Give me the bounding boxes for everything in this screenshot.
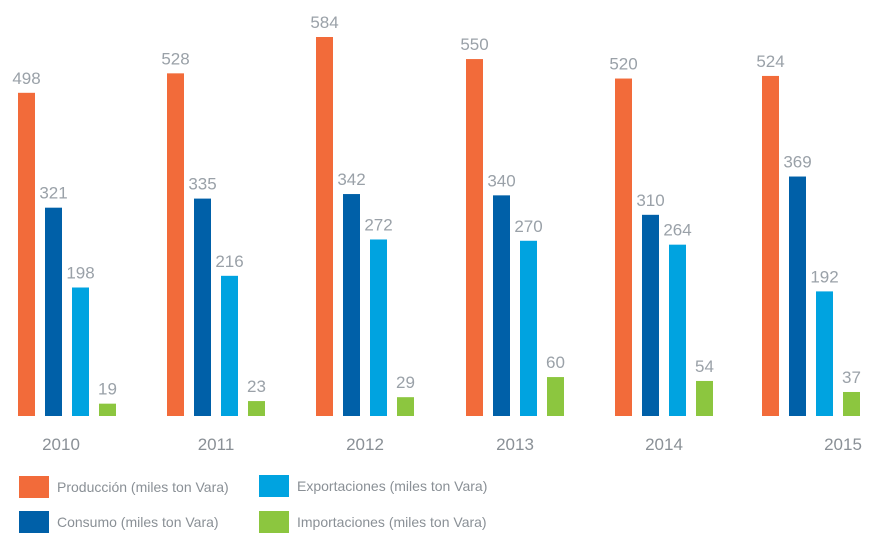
- bar-consumo-2013: [493, 195, 510, 416]
- legend-item-importaciones: Importaciones (miles ton Vara): [259, 511, 487, 533]
- data-label-importaciones-2013: 60: [546, 353, 565, 372]
- bar-exportaciones-2011: [221, 275, 238, 416]
- data-label-exportaciones-2013: 270: [514, 217, 542, 236]
- data-label-consumo-2014: 310: [636, 191, 664, 210]
- legend-item-exportaciones: Exportaciones (miles ton Vara): [259, 475, 487, 497]
- bar-produccion-2015: [762, 75, 779, 416]
- legend-label-produccion: Producción (miles ton Vara): [57, 479, 229, 495]
- bar-exportaciones-2014: [669, 244, 686, 416]
- data-label-exportaciones-2010: 198: [66, 264, 94, 283]
- bar-importaciones-2012: [397, 397, 414, 416]
- bar-consumo-2015: [789, 176, 806, 416]
- x-tick-label-2015: 2015: [824, 435, 862, 454]
- data-label-importaciones-2015: 37: [842, 368, 861, 387]
- data-label-consumo-2010: 321: [39, 184, 67, 203]
- data-label-produccion-2012: 584: [310, 13, 338, 32]
- bar-consumo-2011: [194, 198, 211, 416]
- bar-group-2015: 524 369 192 37 2015: [756, 52, 862, 454]
- bar-produccion-2011: [167, 73, 184, 416]
- data-label-exportaciones-2015: 192: [810, 267, 838, 286]
- data-label-produccion-2014: 520: [609, 55, 637, 74]
- bar-exportaciones-2015: [816, 291, 833, 416]
- bar-importaciones-2013: [547, 377, 564, 416]
- data-label-consumo-2011: 335: [188, 175, 216, 194]
- bar-produccion-2013: [466, 59, 483, 417]
- legend-label-consumo: Consumo (miles ton Vara): [57, 514, 219, 530]
- bar-importaciones-2010: [99, 403, 116, 416]
- data-label-exportaciones-2011: 216: [215, 252, 243, 271]
- data-label-produccion-2015: 524: [756, 52, 784, 71]
- data-label-exportaciones-2014: 264: [663, 221, 691, 240]
- bar-produccion-2010: [18, 92, 35, 416]
- x-tick-label-2012: 2012: [346, 435, 384, 454]
- data-label-produccion-2013: 550: [460, 35, 488, 54]
- legend-item-consumo: Consumo (miles ton Vara): [19, 511, 219, 533]
- data-label-consumo-2015: 369: [783, 153, 811, 172]
- legend-swatch-produccion: [19, 476, 49, 498]
- x-tick-label-2011: 2011: [198, 435, 235, 454]
- data-label-importaciones-2014: 54: [695, 357, 714, 376]
- bar-group-2013: 550 340 270 60 2013: [460, 35, 565, 454]
- legend-item-produccion: Producción (miles ton Vara): [19, 476, 229, 498]
- bar-exportaciones-2013: [520, 240, 537, 416]
- x-tick-label-2010: 2010: [42, 435, 80, 454]
- data-label-importaciones-2010: 19: [98, 380, 117, 399]
- bar-group-2014: 520 310 264 54 2014: [609, 55, 714, 454]
- bar-produccion-2014: [615, 78, 632, 417]
- data-label-exportaciones-2012: 272: [364, 215, 392, 234]
- data-label-produccion-2010: 498: [12, 69, 40, 88]
- data-label-consumo-2012: 342: [337, 170, 365, 189]
- bar-consumo-2014: [642, 214, 659, 416]
- data-label-importaciones-2012: 29: [396, 373, 415, 392]
- bar-exportaciones-2012: [370, 239, 387, 416]
- legend-label-exportaciones: Exportaciones (miles ton Vara): [297, 478, 488, 494]
- bar-produccion-2012: [316, 37, 333, 416]
- bar-importaciones-2015: [843, 391, 860, 416]
- bar-exportaciones-2010: [72, 287, 89, 416]
- bar-consumo-2010: [45, 207, 62, 416]
- data-label-consumo-2013: 340: [487, 171, 515, 190]
- bar-consumo-2012: [343, 194, 360, 416]
- data-label-produccion-2011: 528: [161, 49, 189, 68]
- bar-group-2011: 528 335 216 23 2011: [161, 49, 266, 454]
- bar-group-2012: 584 342 272 29 2012: [310, 13, 415, 454]
- bar-group-2010: 498 321 198 19 2010: [12, 69, 117, 454]
- legend-label-importaciones: Importaciones (miles ton Vara): [297, 514, 487, 530]
- x-tick-label-2013: 2013: [496, 435, 534, 454]
- bar-importaciones-2011: [248, 401, 265, 416]
- legend-swatch-importaciones: [259, 511, 289, 533]
- x-tick-label-2014: 2014: [645, 435, 683, 454]
- data-label-importaciones-2011: 23: [247, 377, 266, 396]
- legend-swatch-consumo: [19, 511, 49, 533]
- bar-importaciones-2014: [696, 380, 713, 416]
- legend-swatch-exportaciones: [259, 475, 289, 497]
